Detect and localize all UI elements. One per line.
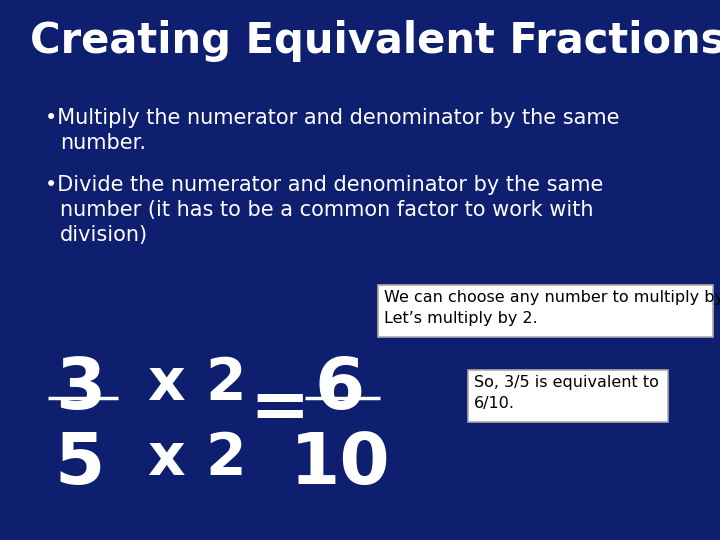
Text: Creating Equivalent Fractions: Creating Equivalent Fractions xyxy=(30,20,720,62)
Bar xyxy=(378,285,713,337)
Text: 10: 10 xyxy=(289,430,390,499)
Text: •Multiply the numerator and denominator by the same: •Multiply the numerator and denominator … xyxy=(45,108,619,128)
Text: number (it has to be a common factor to work with: number (it has to be a common factor to … xyxy=(60,200,593,220)
Text: 3: 3 xyxy=(55,355,105,424)
Text: 6: 6 xyxy=(315,355,365,424)
Text: number.: number. xyxy=(60,133,146,153)
Text: x 2: x 2 xyxy=(148,355,247,412)
Text: x 2: x 2 xyxy=(148,430,247,487)
Text: So, 3/5 is equivalent to
6/10.: So, 3/5 is equivalent to 6/10. xyxy=(474,375,659,411)
Text: 5: 5 xyxy=(55,430,105,499)
Text: We can choose any number to multiply by.
Let’s multiply by 2.: We can choose any number to multiply by.… xyxy=(384,290,720,326)
Text: division): division) xyxy=(60,225,148,245)
Bar xyxy=(468,370,668,422)
Text: =: = xyxy=(250,374,310,442)
Text: •Divide the numerator and denominator by the same: •Divide the numerator and denominator by… xyxy=(45,175,603,195)
